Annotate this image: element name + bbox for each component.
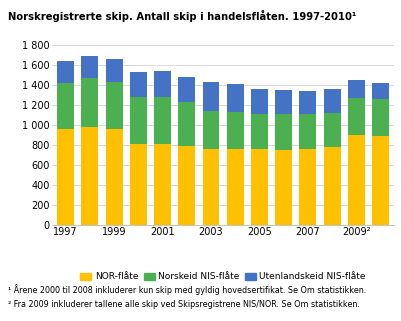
Bar xyxy=(323,147,340,225)
Bar xyxy=(275,90,292,114)
Bar xyxy=(347,98,364,135)
Bar xyxy=(154,97,170,144)
Bar xyxy=(347,80,364,98)
Bar xyxy=(178,102,195,146)
Bar xyxy=(250,114,267,149)
Bar xyxy=(202,149,219,225)
Bar xyxy=(323,113,340,147)
Bar xyxy=(202,82,219,111)
Bar xyxy=(250,149,267,225)
Bar xyxy=(105,82,122,129)
Bar xyxy=(130,72,146,97)
Bar xyxy=(81,127,98,225)
Bar xyxy=(154,144,170,225)
Text: Norskregistrerte skip. Antall skip i handelsflåten. 1997-2010¹: Norskregistrerte skip. Antall skip i han… xyxy=(8,10,356,22)
Bar xyxy=(81,78,98,127)
Bar xyxy=(275,114,292,150)
Bar xyxy=(178,146,195,225)
Bar xyxy=(105,59,122,82)
Bar xyxy=(57,129,74,225)
Bar xyxy=(371,99,388,136)
Bar xyxy=(178,77,195,102)
Bar xyxy=(371,136,388,225)
Bar xyxy=(130,144,146,225)
Bar xyxy=(371,83,388,99)
Bar xyxy=(299,114,316,149)
Bar xyxy=(105,129,122,225)
Bar xyxy=(130,97,146,144)
Bar xyxy=(323,89,340,113)
Bar xyxy=(226,84,243,112)
Bar xyxy=(250,89,267,114)
Bar xyxy=(226,112,243,149)
Text: ¹ Årene 2000 til 2008 inkluderer kun skip med gyldig hovedsertifikat. Se Om stat: ¹ Årene 2000 til 2008 inkluderer kun ski… xyxy=(8,284,365,295)
Legend: NOR-flåte, Norskeid NIS-flåte, Utenlandskeid NIS-flåte: NOR-flåte, Norskeid NIS-flåte, Utenlands… xyxy=(77,269,369,285)
Bar xyxy=(202,111,219,149)
Bar xyxy=(57,61,74,83)
Bar xyxy=(226,149,243,225)
Text: ² Fra 2009 inkluderer tallene alle skip ved Skipsregistrene NIS/NOR. Se Om stati: ² Fra 2009 inkluderer tallene alle skip … xyxy=(8,300,359,309)
Bar xyxy=(299,149,316,225)
Bar xyxy=(299,91,316,114)
Bar xyxy=(81,56,98,78)
Bar xyxy=(57,83,74,129)
Bar xyxy=(275,150,292,225)
Bar xyxy=(347,135,364,225)
Bar xyxy=(154,71,170,97)
